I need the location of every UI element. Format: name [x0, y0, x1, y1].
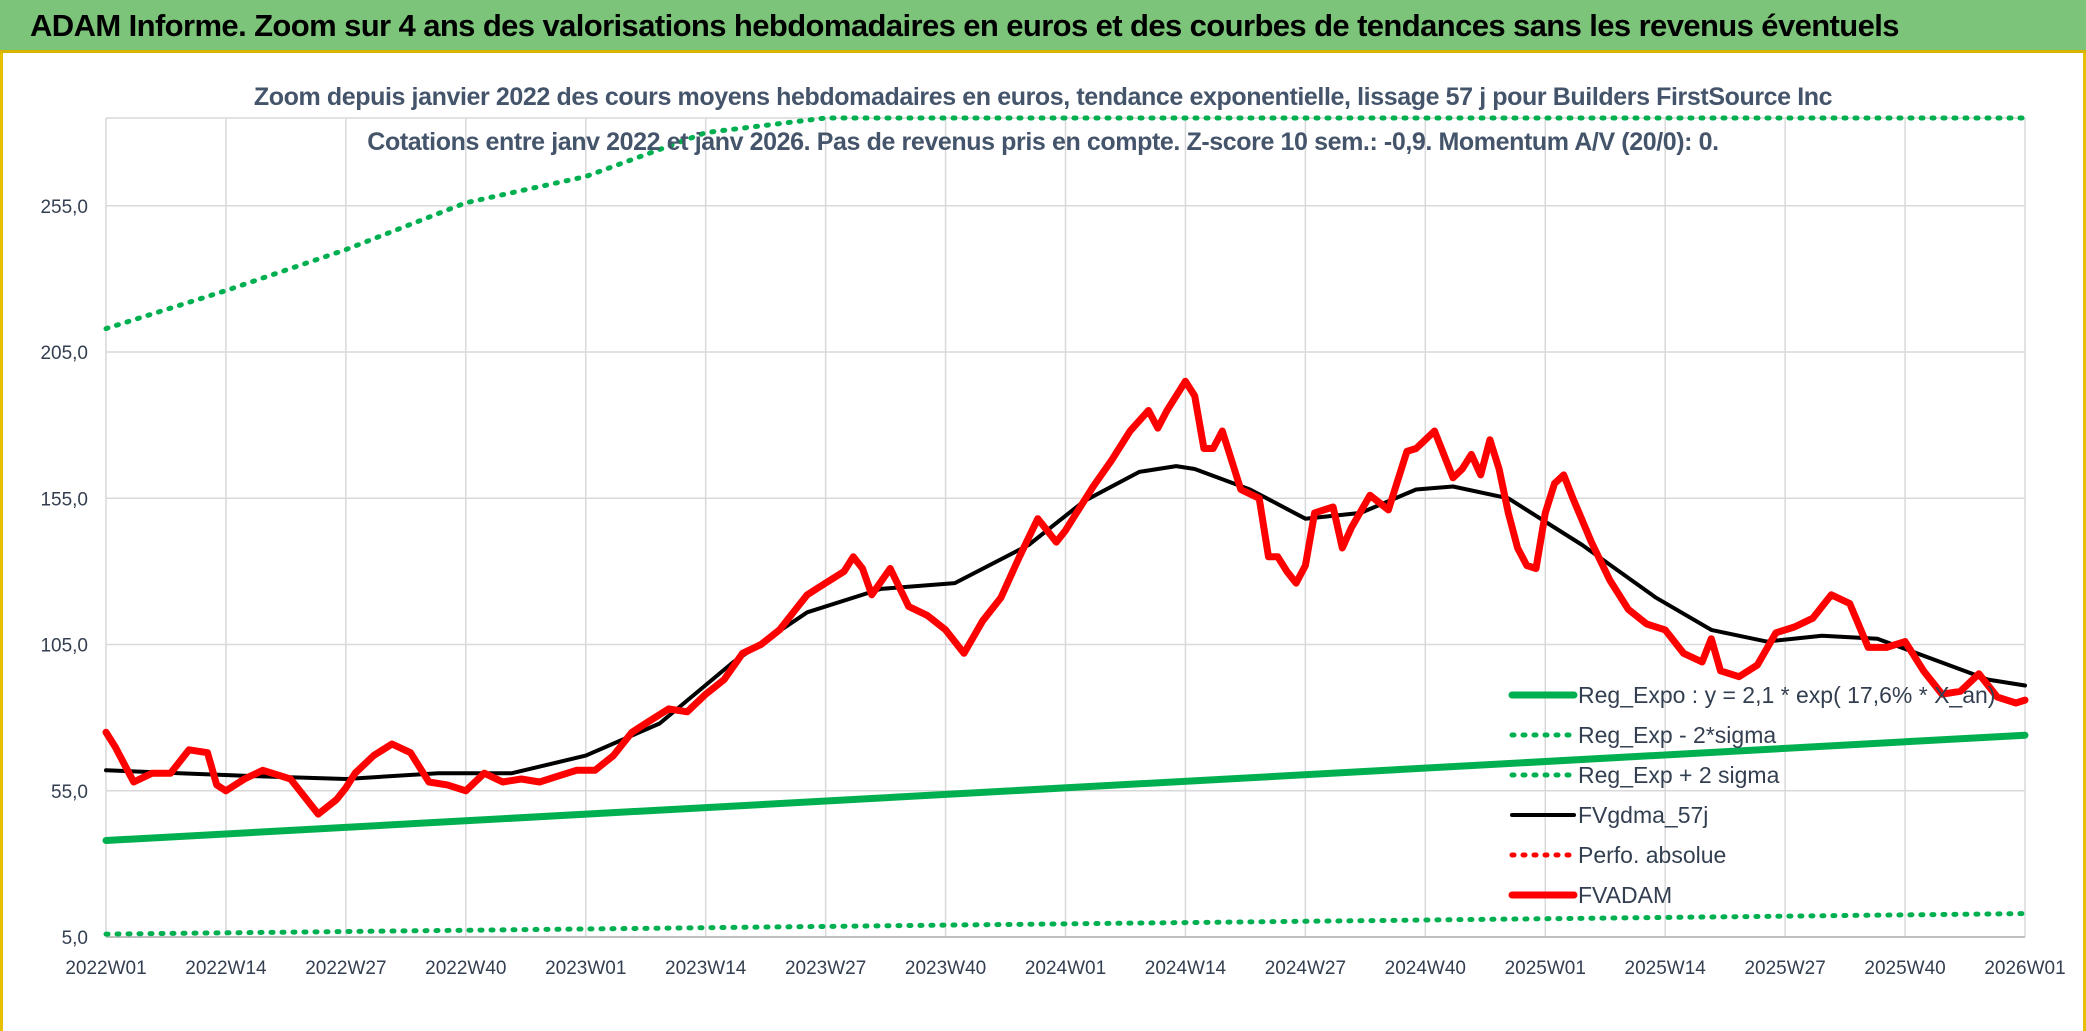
legend-label: Perfo. absolue [1578, 842, 1726, 868]
x-tick-label: 2025W14 [1625, 958, 1707, 979]
legend-label: Reg_Expo : y = 2,1 * exp( 17,6% * X_an) [1578, 682, 1995, 708]
y-tick-label: 155,0 [40, 489, 88, 510]
y-axis-ticks: 5,0 55,0 105,0 155,0 205,0 255,0 [40, 197, 88, 949]
y-tick-label: 105,0 [40, 636, 88, 657]
x-tick-label: 2026W01 [1984, 958, 2065, 979]
x-tick-label: 2025W40 [1864, 958, 1945, 979]
x-tick-label: 2022W27 [305, 958, 386, 979]
x-tick-label: 2024W40 [1385, 958, 1466, 979]
legend-label: FVADAM [1578, 882, 1672, 908]
x-axis-ticks: 2022W01 2022W14 2022W27 2022W40 2023W01 2023W… [65, 958, 2065, 979]
x-tick-label: 2025W01 [1505, 958, 1586, 979]
x-tick-label: 2024W01 [1025, 958, 1106, 979]
x-tick-label: 2025W27 [1744, 958, 1825, 979]
y-tick-label: 255,0 [40, 197, 88, 218]
legend-label: Reg_Exp + 2 sigma [1578, 762, 1780, 788]
y-tick-label: 205,0 [40, 343, 88, 364]
x-tick-label: 2024W27 [1265, 958, 1346, 979]
x-tick-label: 2023W40 [905, 958, 986, 979]
x-tick-label: 2023W14 [665, 958, 747, 979]
series-lines [102, 115, 2029, 937]
x-tick-label: 2022W01 [65, 958, 146, 979]
series-line-3 [104, 464, 2027, 781]
x-tick-label: 2022W40 [425, 958, 506, 979]
x-tick-label: 2024W14 [1145, 958, 1227, 979]
legend-label: Reg_Exp - 2*sigma [1578, 722, 1776, 748]
series-line-2 [103, 115, 2028, 332]
x-tick-label: 2022W14 [185, 958, 267, 979]
legend-label: FVgdma_57j [1578, 802, 1708, 828]
chart-frame [0, 53, 2086, 1031]
report-banner: ADAM Informe. Zoom sur 4 ans des valoris… [0, 0, 2086, 53]
series-line-0 [102, 731, 2029, 844]
y-tick-label: 55,0 [51, 782, 88, 803]
banner-title: ADAM Informe. Zoom sur 4 ans des valoris… [30, 8, 1900, 43]
series-line-1 [103, 911, 2028, 937]
x-tick-label: 2023W27 [785, 958, 866, 979]
legend: Reg_Expo : y = 2,1 * exp( 17,6% * X_an) R… [1508, 682, 1995, 908]
series-line-5 [102, 377, 2029, 818]
chart-subtitle: Cotations entre janv 2022 et janv 2026. … [367, 128, 1719, 156]
chart-title: Zoom depuis janvier 2022 des cours moyen… [253, 83, 1833, 111]
x-tick-label: 2023W01 [545, 958, 626, 979]
y-tick-label: 5,0 [62, 928, 88, 949]
